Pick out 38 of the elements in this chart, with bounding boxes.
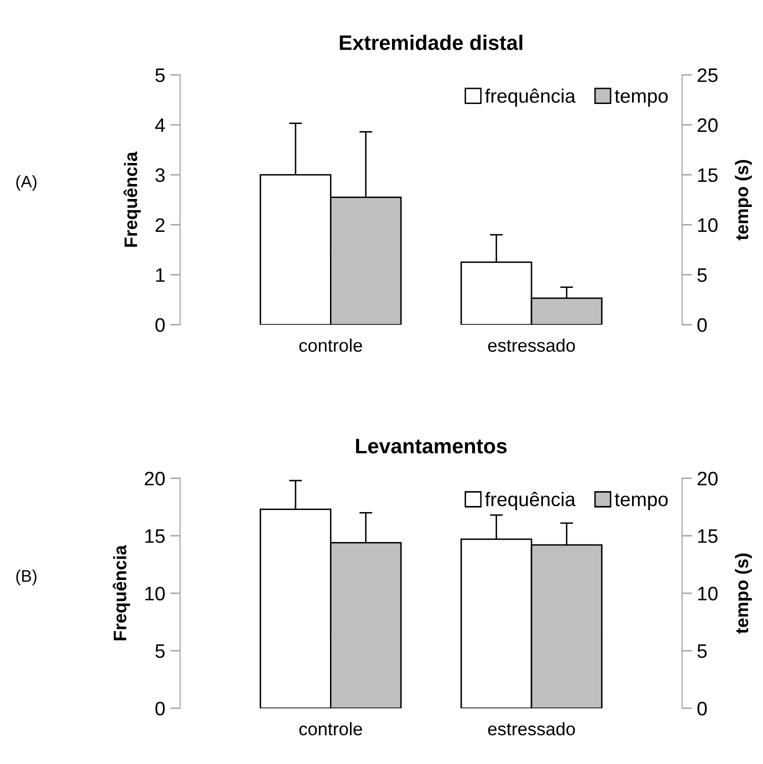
y2-tick-label: 20 <box>698 472 718 486</box>
x-tick-label: controle <box>299 722 362 736</box>
legend-label: frequência <box>485 492 576 510</box>
y-tick-label: 15 <box>145 529 165 543</box>
y-tick-label: 1 <box>156 268 165 282</box>
y2-tick-label: 10 <box>698 586 718 600</box>
y2-tick-label: 0 <box>697 318 707 332</box>
text: (B) <box>16 570 36 586</box>
y-tick-label: 20 <box>144 472 165 486</box>
legend-label: tempo <box>614 90 668 107</box>
y-axis-title: Frequência <box>124 152 141 247</box>
y-tick-label: 10 <box>145 586 165 600</box>
y2-tick-label: 20 <box>698 118 718 132</box>
legend-label: frequência <box>485 88 576 107</box>
y-tick-label: 3 <box>155 168 165 182</box>
y2-axis-title: tempo (s) <box>735 554 752 634</box>
chart-title: Extremidade distal <box>340 34 522 50</box>
y2-axis-title: tempo (s) <box>735 160 752 240</box>
y-tick-label: 5 <box>155 68 165 82</box>
x-tick-label: estressado <box>488 338 575 352</box>
chart-title: Levantamentos <box>356 438 507 454</box>
y-tick-label: 4 <box>155 118 165 132</box>
y2-tick-label: 5 <box>697 268 707 282</box>
y-tick-label: 0 <box>155 702 165 716</box>
y-tick-label: 2 <box>156 218 165 232</box>
x-tick-label: controle <box>299 338 362 352</box>
y2-tick-label: 5 <box>697 644 707 658</box>
y-tick-label: 0 <box>155 318 165 332</box>
y2-tick-label: 15 <box>698 529 718 543</box>
y2-tick-label: 10 <box>698 218 718 232</box>
text: (A) <box>16 175 36 191</box>
y2-tick-label: 0 <box>697 702 707 716</box>
y2-tick-label: 15 <box>698 168 718 182</box>
x-tick-label: estressado <box>488 722 575 736</box>
y-axis-title: Frequência <box>112 544 130 640</box>
y-tick-label: 5 <box>155 644 165 658</box>
legend-label: tempo <box>614 493 668 510</box>
y2-tick-label: 25 <box>698 68 718 82</box>
